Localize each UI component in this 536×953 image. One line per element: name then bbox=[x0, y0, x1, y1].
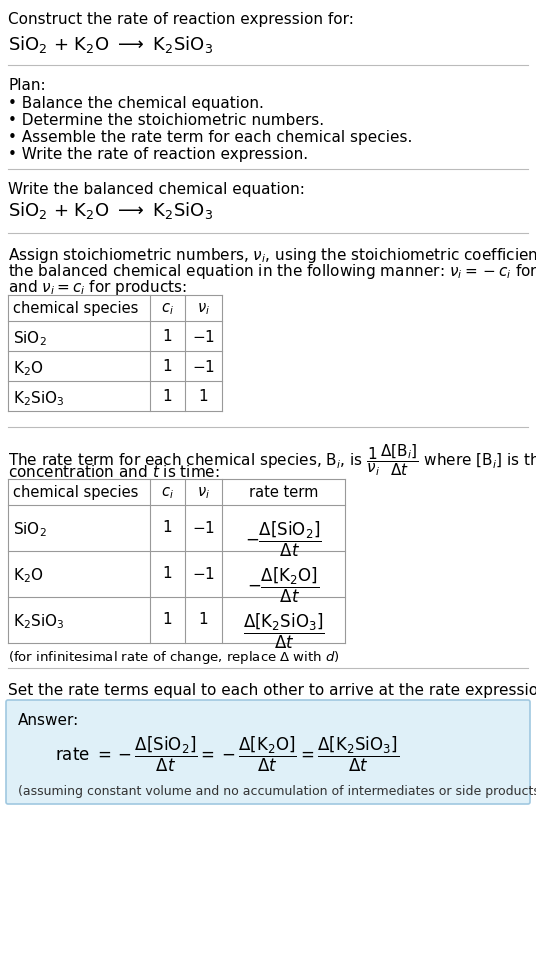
Text: SiO$_2$: SiO$_2$ bbox=[13, 519, 47, 538]
Text: $c_i$: $c_i$ bbox=[161, 301, 174, 316]
Text: K$_2$SiO$_3$: K$_2$SiO$_3$ bbox=[13, 389, 64, 407]
Text: • Write the rate of reaction expression.: • Write the rate of reaction expression. bbox=[8, 147, 308, 162]
Text: Construct the rate of reaction expression for:: Construct the rate of reaction expressio… bbox=[8, 12, 354, 27]
Text: chemical species: chemical species bbox=[13, 301, 138, 315]
Text: 1: 1 bbox=[163, 358, 172, 374]
Text: $-1$: $-1$ bbox=[192, 358, 215, 375]
Text: K$_2$SiO$_3$: K$_2$SiO$_3$ bbox=[13, 612, 64, 630]
Text: The rate term for each chemical species, B$_i$, is $\dfrac{1}{\nu_i}\dfrac{\Delt: The rate term for each chemical species,… bbox=[8, 441, 536, 477]
Text: 1: 1 bbox=[163, 389, 172, 403]
Text: Answer:: Answer: bbox=[18, 712, 79, 727]
Text: chemical species: chemical species bbox=[13, 484, 138, 499]
Text: rate term: rate term bbox=[249, 484, 318, 499]
Text: (for infinitesimal rate of change, replace $\Delta$ with $d$): (for infinitesimal rate of change, repla… bbox=[8, 648, 340, 665]
Text: K$_2$O: K$_2$O bbox=[13, 565, 43, 584]
Text: 1: 1 bbox=[163, 519, 172, 535]
Text: $-1$: $-1$ bbox=[192, 519, 215, 536]
Text: $-1$: $-1$ bbox=[192, 565, 215, 581]
Text: the balanced chemical equation in the following manner: $\nu_i = -c_i$ for react: the balanced chemical equation in the fo… bbox=[8, 262, 536, 281]
Text: Write the balanced chemical equation:: Write the balanced chemical equation: bbox=[8, 182, 305, 196]
Text: K$_2$O: K$_2$O bbox=[13, 358, 43, 377]
Text: Assign stoichiometric numbers, $\nu_i$, using the stoichiometric coefficients, $: Assign stoichiometric numbers, $\nu_i$, … bbox=[8, 246, 536, 265]
Text: $\nu_i$: $\nu_i$ bbox=[197, 484, 210, 500]
Text: $\dfrac{\Delta[\mathrm{K_2SiO_3}]}{\Delta t}$: $\dfrac{\Delta[\mathrm{K_2SiO_3}]}{\Delt… bbox=[243, 612, 324, 651]
Text: $c_i$: $c_i$ bbox=[161, 484, 174, 500]
Text: (assuming constant volume and no accumulation of intermediates or side products): (assuming constant volume and no accumul… bbox=[18, 784, 536, 797]
Text: rate $= -\dfrac{\Delta[\mathrm{SiO_2}]}{\Delta t} = -\dfrac{\Delta[\mathrm{K_2O}: rate $= -\dfrac{\Delta[\mathrm{SiO_2}]}{… bbox=[55, 734, 399, 774]
Text: SiO$_2$ + K$_2$O $\longrightarrow$ K$_2$SiO$_3$: SiO$_2$ + K$_2$O $\longrightarrow$ K$_2$… bbox=[8, 200, 213, 221]
Text: 1: 1 bbox=[163, 329, 172, 344]
Text: • Determine the stoichiometric numbers.: • Determine the stoichiometric numbers. bbox=[8, 112, 324, 128]
Text: SiO$_2$ + K$_2$O $\longrightarrow$ K$_2$SiO$_3$: SiO$_2$ + K$_2$O $\longrightarrow$ K$_2$… bbox=[8, 34, 213, 55]
Text: $\nu_i$: $\nu_i$ bbox=[197, 301, 210, 316]
Text: SiO$_2$: SiO$_2$ bbox=[13, 329, 47, 347]
Text: • Assemble the rate term for each chemical species.: • Assemble the rate term for each chemic… bbox=[8, 130, 412, 145]
Text: Plan:: Plan: bbox=[8, 78, 46, 92]
FancyBboxPatch shape bbox=[6, 700, 530, 804]
Text: $-\dfrac{\Delta[\mathrm{K_2O}]}{\Delta t}$: $-\dfrac{\Delta[\mathrm{K_2O}]}{\Delta t… bbox=[247, 565, 319, 604]
Text: 1: 1 bbox=[199, 612, 209, 626]
Text: and $\nu_i = c_i$ for products:: and $\nu_i = c_i$ for products: bbox=[8, 277, 187, 296]
Text: • Balance the chemical equation.: • Balance the chemical equation. bbox=[8, 96, 264, 111]
Text: 1: 1 bbox=[163, 612, 172, 626]
Text: 1: 1 bbox=[163, 565, 172, 580]
Text: $-\dfrac{\Delta[\mathrm{SiO_2}]}{\Delta t}$: $-\dfrac{\Delta[\mathrm{SiO_2}]}{\Delta … bbox=[245, 519, 322, 558]
Text: 1: 1 bbox=[199, 389, 209, 403]
Text: concentration and $t$ is time:: concentration and $t$ is time: bbox=[8, 463, 220, 479]
Text: $-1$: $-1$ bbox=[192, 329, 215, 345]
Text: Set the rate terms equal to each other to arrive at the rate expression:: Set the rate terms equal to each other t… bbox=[8, 682, 536, 698]
